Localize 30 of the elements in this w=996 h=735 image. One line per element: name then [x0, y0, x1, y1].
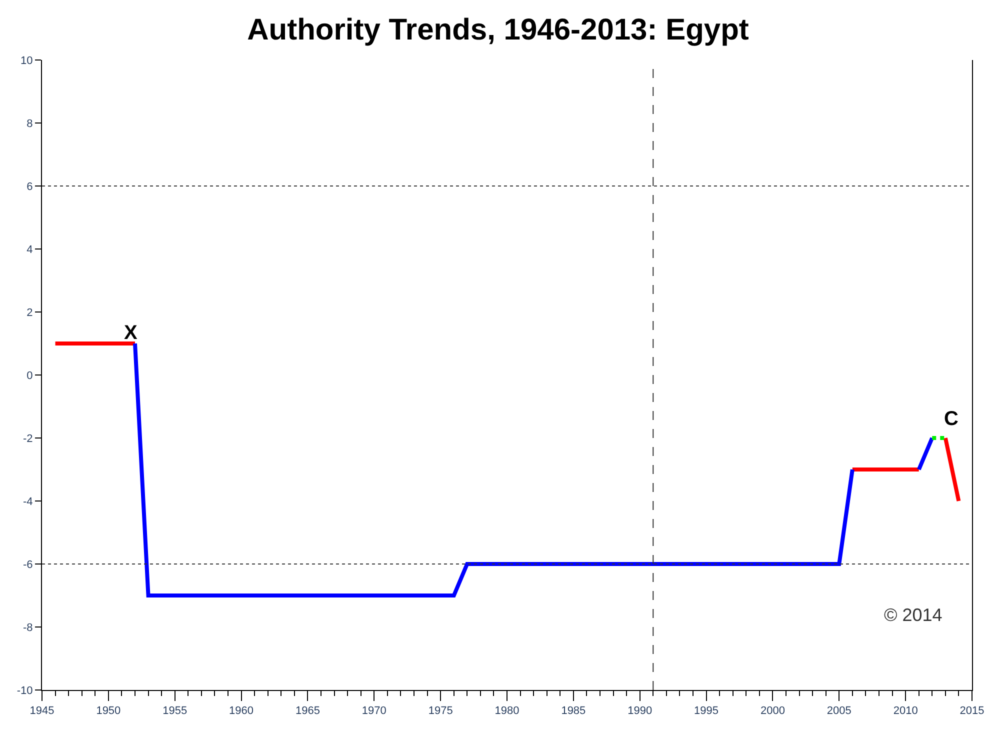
annotation: C	[944, 408, 958, 430]
x-tick-label: 1960	[229, 705, 254, 718]
y-tick-label: 6	[26, 180, 33, 193]
annotation: X	[124, 322, 138, 344]
y-tick-label: 4	[26, 244, 33, 256]
x-tick-label: 2015	[960, 705, 984, 718]
x-tick-label: 2010	[893, 705, 918, 718]
annotation: © 2014	[884, 605, 942, 625]
x-tick-label: 1980	[494, 705, 520, 718]
x-tick-label: 1970	[362, 705, 386, 718]
y-tick-label: 10	[20, 54, 33, 67]
y-tick-label: -10	[16, 684, 33, 697]
y-tick-label: -6	[23, 558, 33, 571]
x-tick-label: 1945	[30, 705, 54, 718]
y-tick-label: -4	[23, 496, 33, 508]
x-tick-label: 1955	[162, 705, 188, 718]
x-tick-label: 1990	[628, 705, 652, 718]
chart-title: Authority Trends, 1946-2013: Egypt	[247, 13, 749, 46]
y-tick-label: -8	[23, 622, 33, 634]
x-tick-label: 1965	[295, 705, 320, 718]
x-tick-label: 2005	[826, 705, 852, 718]
x-tick-label: 1950	[96, 705, 121, 718]
x-tick-label: 1975	[428, 705, 453, 718]
x-tick-label: 2000	[760, 705, 785, 718]
x-tick-label: 1985	[561, 705, 586, 718]
y-tick-label: 0	[26, 370, 33, 382]
y-tick-label: -2	[23, 432, 33, 445]
y-tick-label: 8	[26, 118, 33, 130]
y-tick-label: 2	[26, 306, 33, 319]
x-tick-label: 1995	[694, 705, 719, 718]
